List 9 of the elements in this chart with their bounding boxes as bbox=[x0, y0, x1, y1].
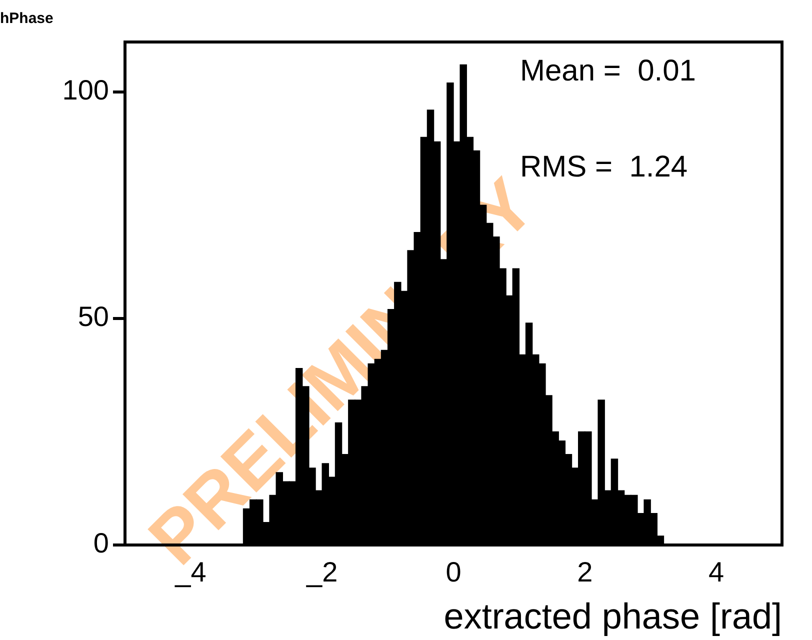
x-tick-label: 4 bbox=[708, 556, 724, 588]
x-axis-title: extracted phase [rad] bbox=[444, 595, 782, 636]
chart-title: hPhase bbox=[0, 10, 54, 28]
y-tick-label: 0 bbox=[93, 528, 109, 559]
y-tick-label: 100 bbox=[62, 74, 109, 106]
annotation: RMS = 1.24 bbox=[520, 150, 688, 184]
x-tick-label: 2 bbox=[577, 556, 593, 588]
y-tick-label: 50 bbox=[78, 301, 109, 332]
annotation: Mean = 0.01 bbox=[520, 54, 696, 88]
